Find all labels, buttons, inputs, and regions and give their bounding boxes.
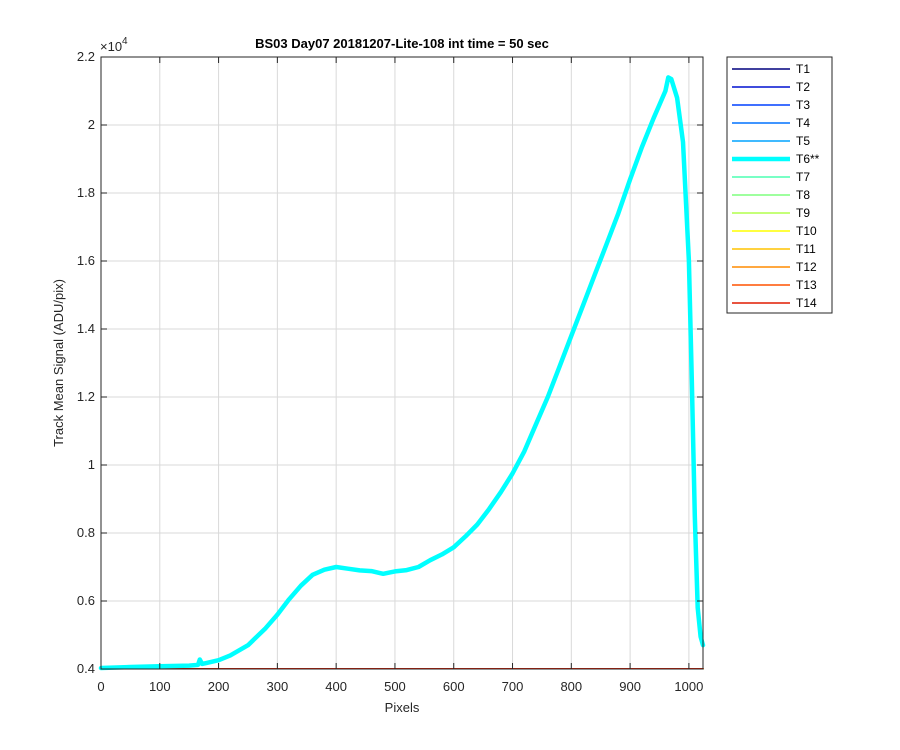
chart-title: BS03 Day07 20181207-Lite-108 int time = …	[255, 36, 549, 51]
legend-label: T7	[796, 170, 810, 184]
legend-label: T8	[796, 188, 810, 202]
legend-label: T13	[796, 278, 817, 292]
y-tick-label: 1.2	[77, 389, 95, 404]
x-tick-label: 300	[267, 679, 289, 694]
x-tick-label: 500	[384, 679, 406, 694]
y-tick-label: 1.8	[77, 185, 95, 200]
y-tick-label: 1.6	[77, 253, 95, 268]
x-tick-label: 200	[208, 679, 230, 694]
legend-box	[726, 56, 833, 314]
y-tick-label: 0.4	[77, 661, 95, 676]
y-tick-label: 2	[88, 117, 95, 132]
legend-label: T5	[796, 134, 810, 148]
x-tick-label: 1000	[674, 679, 703, 694]
legend-label: T3	[796, 98, 810, 112]
legend-label: T10	[796, 224, 817, 238]
y-tick-label: 1	[88, 457, 95, 472]
x-tick-label: 600	[443, 679, 465, 694]
plot-frame	[100, 56, 704, 670]
y-exponent-base: ×10	[100, 39, 122, 54]
y-axis-label: Track Mean Signal (ADU/pix)	[51, 279, 66, 447]
series-line-t6	[98, 75, 706, 671]
legend-label: T14	[796, 296, 817, 310]
x-tick-label: 0	[97, 679, 104, 694]
x-axis-label: Pixels	[385, 700, 420, 715]
grid-lines	[100, 56, 703, 670]
legend-label: T9	[796, 206, 810, 220]
x-tick-label: 400	[325, 679, 347, 694]
legend-label: T1	[796, 62, 810, 76]
x-tick-label: 100	[149, 679, 171, 694]
legend-label: T11	[796, 242, 816, 256]
legend[interactable]: T1 T2 T3 T4 T5 T6** T7 T8 T9 T10 T11 T12 T13 T14	[726, 56, 833, 314]
plot-lines	[98, 75, 706, 671]
legend-label: T2	[796, 80, 810, 94]
x-tick-label: 700	[502, 679, 524, 694]
y-axis-ticks: 0.4 0.6 0.8 1 1.2 1.4 1.6 1.8 2 2.2	[77, 49, 703, 676]
legend-label: T12	[796, 260, 817, 274]
y-tick-label: 2.2	[77, 49, 95, 64]
x-tick-label: 800	[560, 679, 582, 694]
y-tick-label: 0.8	[77, 525, 95, 540]
y-tick-label: 0.6	[77, 593, 95, 608]
y-tick-label: 1.4	[77, 321, 95, 336]
x-axis-ticks: 0 100 200 300 400 500 600 700 800 900 1000	[97, 57, 703, 694]
legend-label: T4	[796, 116, 810, 130]
y-exponent-power: 4	[122, 36, 128, 47]
legend-label: T6**	[796, 152, 820, 166]
x-tick-label: 900	[619, 679, 641, 694]
